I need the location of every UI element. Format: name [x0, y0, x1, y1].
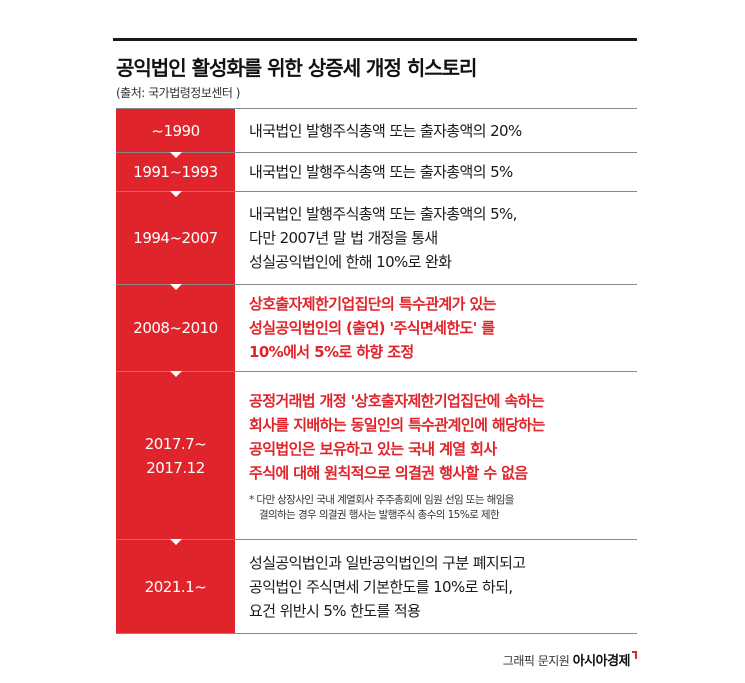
logo-mark-icon	[632, 651, 637, 659]
description-cell: 내국법인 발행주식총액 또는 출자총액의 5%, 다만 2007년 말 법 개정…	[235, 192, 637, 284]
timeline-row: 2008~2010 상호출자제한기업집단의 특수관계가 있는 성실공익법인의 (…	[116, 284, 637, 372]
description-line: 성실공익법인과 일반공익법인의 구분 폐지되고	[249, 553, 526, 572]
connector-notch	[169, 371, 182, 377]
description-line: 성실공익법인에 한해 10%로 완화	[249, 253, 452, 271]
description-line: 공익법인 주식면세 기본한도를 10%로 하되,	[249, 577, 513, 596]
description-line: 공정거래법 개정 '상호출자제한기업집단에 속하는	[249, 391, 545, 410]
description-line: 상호출자제한기업집단의 특수관계가 있는	[249, 295, 496, 313]
description-cell: 성실공익법인과 일반공익법인의 구분 폐지되고 공익법인 주식면세 기본한도를 …	[235, 540, 637, 633]
footnote: * 다만 상장사인 국내 계열회사 주주총회에 임원 선임 또는 해임을 결의하…	[249, 493, 637, 523]
page-title: 공익법인 활성화를 위한 상증세 개정 히스토리	[116, 56, 477, 80]
period-cell: 2021.1~	[116, 539, 235, 633]
history-timeline: ~1990 내국법인 발행주식총액 또는 출자총액의 20% 1991~1993…	[116, 108, 637, 634]
connector-notch	[169, 539, 182, 545]
period-cell: ~1990	[116, 109, 235, 152]
period-label: 2008~2010	[133, 319, 218, 337]
period-label: 1991~1993	[133, 163, 218, 181]
period-label: 2017.12	[146, 458, 205, 477]
period-label: ~1990	[151, 121, 200, 140]
description-cell: 내국법인 발행주식총액 또는 출자총액의 20%	[235, 109, 637, 152]
description-cell-highlight: 상호출자제한기업집단의 특수관계가 있는 성실공익법인의 (출연) '주식면세한…	[235, 285, 637, 371]
description-line: 성실공익법인의 (출연) '주식면세한도' 를	[249, 319, 495, 337]
footnote-line: * 다만 상장사인 국내 계열회사 주주총회에 임원 선임 또는 해임을	[249, 493, 514, 506]
description-line: 요건 위반시 5% 한도를 적용	[249, 601, 421, 620]
description-line: 다만 2007년 말 법 개정을 통새	[249, 229, 438, 247]
period-cell: 1994~2007	[116, 191, 235, 284]
connector-notch	[169, 284, 182, 290]
timeline-row: 1991~1993 내국법인 발행주식총액 또는 출자총액의 5%	[116, 152, 637, 192]
timeline-row: ~1990 내국법인 발행주식총액 또는 출자총액의 20%	[116, 108, 637, 153]
connector-notch	[169, 191, 182, 197]
source-note: (출처: 국가법령정보센터 )	[116, 86, 240, 100]
description-line: 주식에 대해 원칙적으로 의결권 행사할 수 없음	[249, 463, 528, 482]
period-cell: 1991~1993	[116, 152, 235, 191]
timeline-row: 2017.7~ 2017.12 공정거래법 개정 '상호출자제한기업집단에 속하…	[116, 371, 637, 540]
period-cell: 2017.7~ 2017.12	[116, 371, 235, 539]
period-label: 2017.7~	[144, 434, 207, 453]
timeline-row: 1994~2007 내국법인 발행주식총액 또는 출자총액의 5%, 다만 20…	[116, 191, 637, 285]
description-line: 내국법인 발행주식총액 또는 출자총액의 20%	[249, 121, 522, 140]
description-cell-highlight: 공정거래법 개정 '상호출자제한기업집단에 속하는 회사를 지배하는 동일인의 …	[235, 372, 637, 539]
description-line: 내국법인 발행주식총액 또는 출자총액의 5%,	[249, 205, 517, 223]
period-cell: 2008~2010	[116, 284, 235, 371]
period-label: 2021.1~	[144, 577, 207, 596]
description-line: 10%에서 5%로 하향 조정	[249, 343, 414, 361]
footnote-line: 결의하는 경우 의결권 행사는 발행주식 총수의 15%로 제한	[259, 508, 500, 521]
description-line: 회사를 지배하는 동일인의 특수관계인에 해당하는	[249, 415, 545, 434]
publisher-logo: 아시아경제	[572, 654, 631, 669]
description-line: 공익법인은 보유하고 있는 국내 계열 회사	[249, 439, 497, 458]
description-line: 내국법인 발행주식총액 또는 출자총액의 5%	[249, 163, 513, 181]
period-label: 1994~2007	[133, 229, 218, 247]
description-cell: 내국법인 발행주식총액 또는 출자총액의 5%	[235, 153, 637, 191]
top-rule	[113, 38, 637, 41]
connector-notch	[169, 152, 182, 158]
timeline-row: 2021.1~ 성실공익법인과 일반공익법인의 구분 폐지되고 공익법인 주식면…	[116, 539, 637, 634]
graphic-credit: 그래픽 문지원	[502, 654, 570, 668]
credit-footer: 그래픽 문지원 아시아경제	[503, 650, 637, 669]
